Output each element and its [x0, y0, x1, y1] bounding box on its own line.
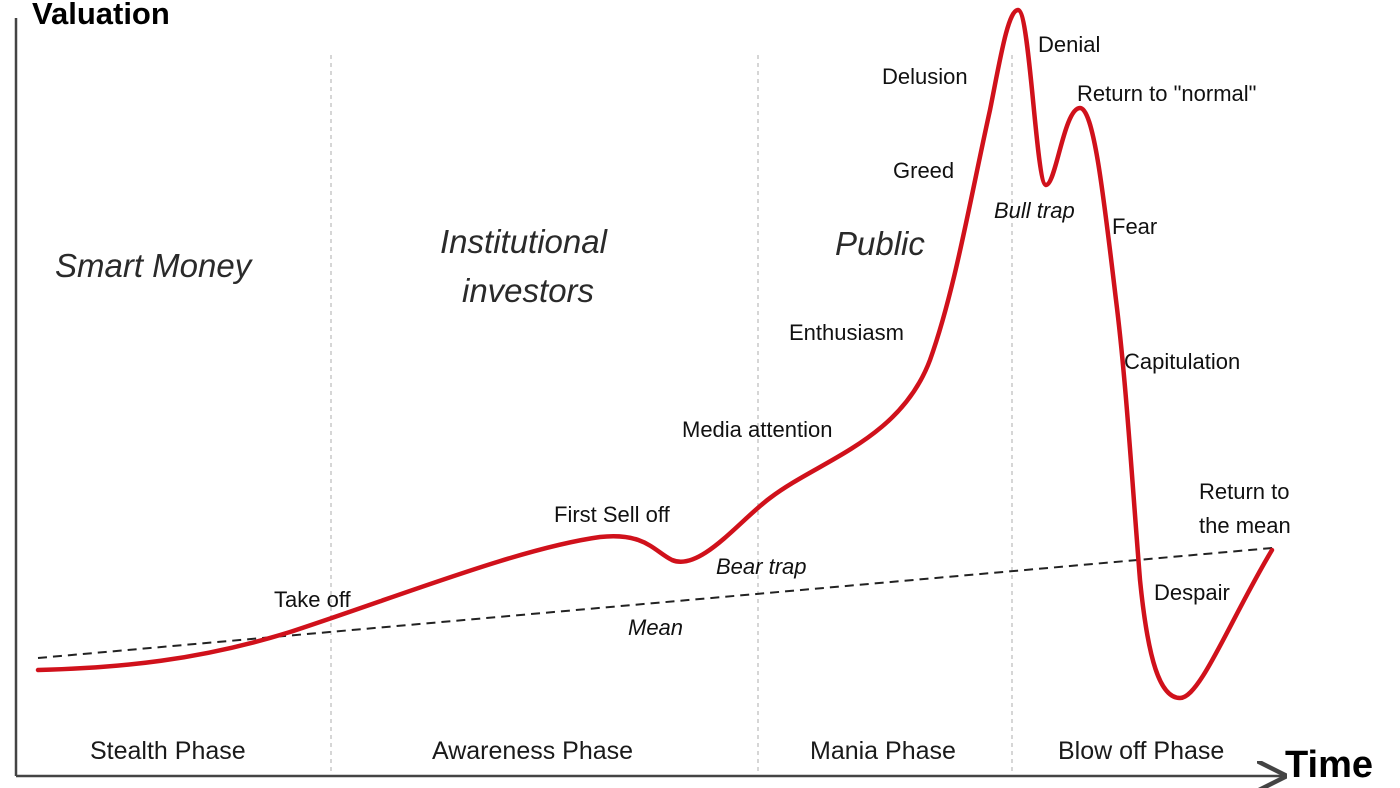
stage-label-first-sell-off: First Sell off	[554, 502, 671, 527]
stage-label-bull-trap: Bull trap	[994, 198, 1075, 223]
y-axis-title: Valuation	[32, 0, 170, 31]
x-axis-title: Time	[1285, 744, 1373, 786]
stage-label-return-to-mean-line1: Return to	[1199, 479, 1290, 504]
stage-label-bear-trap: Bear trap	[716, 554, 807, 579]
phase-label-awareness: Awareness Phase	[432, 737, 633, 765]
stage-label-delusion: Delusion	[882, 64, 968, 89]
group-label-public: Public	[835, 225, 925, 262]
stage-label-return-to-normal: Return to "normal"	[1077, 81, 1256, 106]
stage-label-denial: Denial	[1038, 32, 1100, 57]
stage-label-return-to-mean-line2: the mean	[1199, 513, 1291, 538]
stage-label-media-attention: Media attention	[682, 417, 832, 442]
group-label-institutional: Institutional	[440, 223, 609, 260]
stage-label-mean: Mean	[628, 615, 683, 640]
stage-label-despair: Despair	[1154, 580, 1230, 605]
stage-label-enthusiasm: Enthusiasm	[789, 320, 904, 345]
stage-label-greed: Greed	[893, 158, 954, 183]
stage-label-take-off: Take off	[274, 587, 352, 612]
price-curve	[35, 7, 1275, 701]
stage-label-capitulation: Capitulation	[1124, 349, 1240, 374]
mean-line	[37, 547, 1273, 659]
phase-label-mania: Mania Phase	[810, 737, 956, 765]
stage-label-fear: Fear	[1112, 214, 1157, 239]
group-label-investors: investors	[462, 272, 594, 309]
phase-label-stealth: Stealth Phase	[90, 737, 246, 765]
phase-label-blow-off: Blow off Phase	[1058, 737, 1224, 765]
group-label-smart-money: Smart Money	[55, 247, 254, 284]
